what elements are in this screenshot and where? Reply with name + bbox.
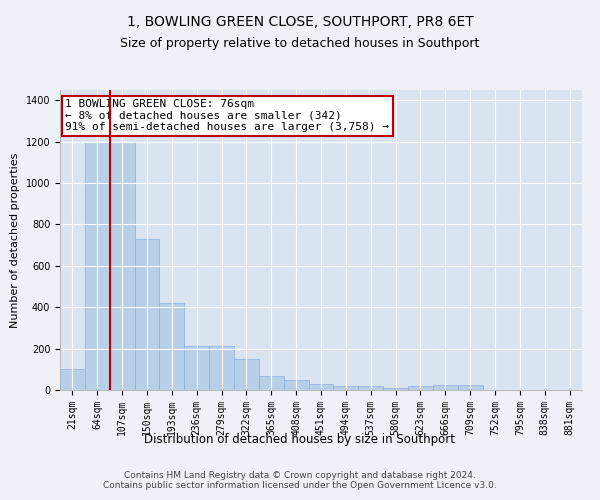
Bar: [358, 386, 383, 390]
Bar: [334, 386, 358, 390]
Bar: [209, 346, 234, 390]
Bar: [408, 386, 433, 390]
Bar: [458, 385, 482, 390]
Bar: [85, 142, 110, 390]
Y-axis label: Number of detached properties: Number of detached properties: [10, 152, 20, 328]
Bar: [433, 385, 458, 390]
Bar: [284, 380, 308, 390]
Bar: [234, 359, 259, 390]
Bar: [60, 370, 85, 390]
Text: Size of property relative to detached houses in Southport: Size of property relative to detached ho…: [121, 38, 479, 51]
Text: Distribution of detached houses by size in Southport: Distribution of detached houses by size …: [145, 432, 455, 446]
Bar: [259, 376, 284, 390]
Text: Contains HM Land Registry data © Crown copyright and database right 2024.
Contai: Contains HM Land Registry data © Crown c…: [103, 470, 497, 490]
Bar: [383, 388, 408, 390]
Bar: [160, 303, 184, 390]
Bar: [184, 346, 209, 390]
Bar: [110, 142, 134, 390]
Text: 1, BOWLING GREEN CLOSE, SOUTHPORT, PR8 6ET: 1, BOWLING GREEN CLOSE, SOUTHPORT, PR8 6…: [127, 15, 473, 29]
Bar: [134, 239, 160, 390]
Text: 1 BOWLING GREEN CLOSE: 76sqm
← 8% of detached houses are smaller (342)
91% of se: 1 BOWLING GREEN CLOSE: 76sqm ← 8% of det…: [65, 99, 389, 132]
Bar: [308, 384, 334, 390]
